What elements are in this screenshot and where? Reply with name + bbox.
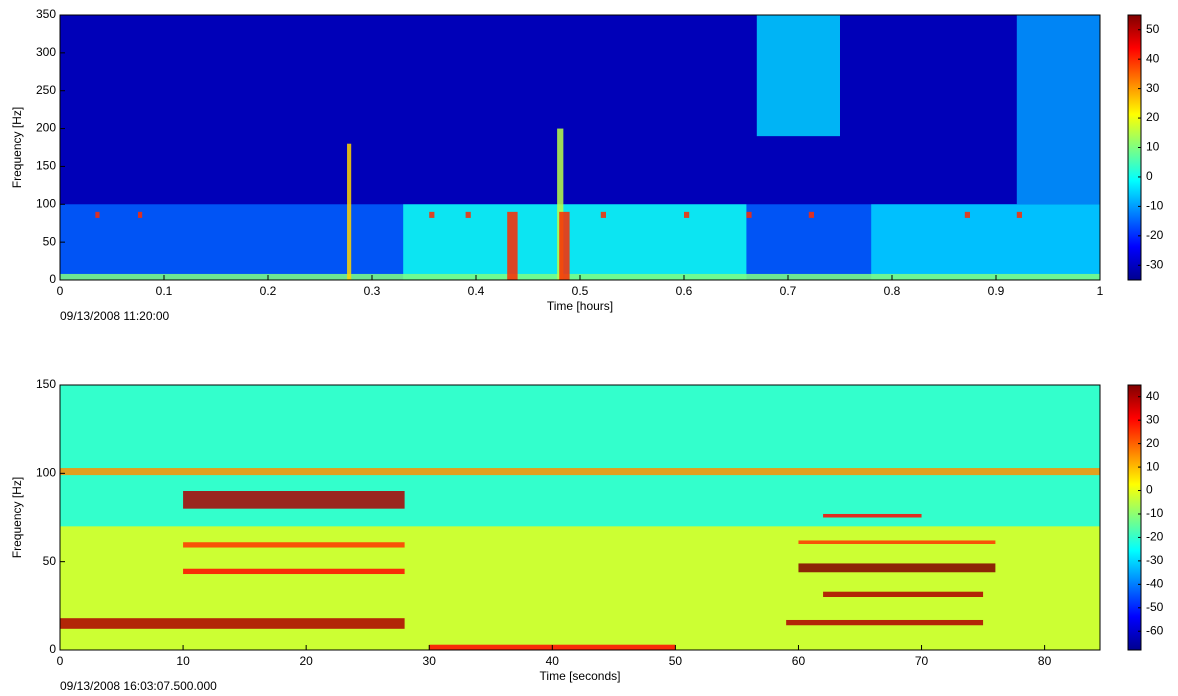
colorbar-tick-label: 0: [1146, 483, 1153, 497]
colorbar-tick-label: 20: [1146, 436, 1160, 450]
x-tick-label: 0.1: [156, 284, 173, 298]
band: [507, 211, 518, 280]
x-tick-label: 0.2: [260, 284, 277, 298]
band: [557, 128, 564, 280]
band: [403, 204, 747, 280]
x-tick-label: 20: [299, 654, 313, 668]
colorbar-tick-label: -30: [1146, 257, 1164, 271]
colorbar-tick-label: -10: [1146, 506, 1164, 520]
band: [684, 211, 690, 218]
colorbar-tick-label: -10: [1146, 199, 1164, 213]
y-axis-label: Frequency [Hz]: [10, 107, 24, 188]
y-tick-label: 0: [49, 642, 56, 656]
band: [183, 568, 405, 575]
x-tick-label: 70: [915, 654, 929, 668]
y-tick-label: 200: [36, 121, 56, 135]
colorbar-tick-label: 20: [1146, 110, 1160, 124]
x-tick-label: 0.6: [676, 284, 693, 298]
x-axis-label: Time [seconds]: [540, 669, 621, 683]
band: [429, 211, 435, 218]
y-tick-label: 50: [43, 234, 57, 248]
band: [871, 204, 1100, 280]
band: [823, 513, 922, 518]
band: [746, 211, 752, 218]
y-tick-label: 150: [36, 159, 56, 173]
colorbar-tick-label: -40: [1146, 577, 1164, 591]
colorbar-tick-label: 10: [1146, 140, 1160, 154]
axes-box: [59, 384, 1101, 651]
y-tick-label: 150: [36, 377, 56, 391]
band: [798, 540, 996, 544]
colorbar-tick-label: -20: [1146, 228, 1164, 242]
x-tick-label: 0.8: [884, 284, 901, 298]
x-axis-label: Time [hours]: [547, 299, 613, 313]
y-tick-label: 50: [43, 554, 57, 568]
x-tick-label: 60: [792, 654, 806, 668]
colorbar-tick-label: -30: [1146, 553, 1164, 567]
band: [823, 591, 984, 597]
x-tick-label: 0.7: [780, 284, 797, 298]
band: [559, 211, 570, 280]
x-tick-label: 40: [546, 654, 560, 668]
y-axis-label: Frequency [Hz]: [10, 477, 24, 558]
colorbar-tick-label: 50: [1146, 22, 1160, 36]
band: [1016, 15, 1100, 205]
plot-area: [60, 385, 1100, 650]
band: [600, 211, 606, 218]
band: [347, 143, 352, 280]
x-tick-label: 10: [176, 654, 190, 668]
x-tick-label: 0.5: [572, 284, 589, 298]
y-tick-label: 350: [36, 7, 56, 21]
band: [1016, 211, 1022, 218]
x-tick-label: 0: [57, 654, 64, 668]
band: [756, 15, 840, 137]
band: [60, 618, 405, 629]
x-tick-label: 30: [423, 654, 437, 668]
y-tick-label: 100: [36, 196, 56, 210]
band: [798, 563, 996, 573]
timestamp: 09/13/2008 11:20:00: [60, 309, 170, 323]
band: [60, 468, 1100, 476]
colorbar-tick-label: 10: [1146, 459, 1160, 473]
band: [964, 211, 970, 218]
x-tick-label: 0: [57, 284, 64, 298]
x-tick-label: 0.4: [468, 284, 485, 298]
x-tick-label: 0.9: [988, 284, 1005, 298]
x-tick-label: 0.3: [364, 284, 381, 298]
y-tick-label: 100: [36, 466, 56, 480]
colorbar-tick-label: 30: [1146, 81, 1160, 95]
y-tick-label: 0: [49, 272, 56, 286]
x-tick-label: 80: [1038, 654, 1052, 668]
y-tick-label: 300: [36, 45, 56, 59]
band: [183, 542, 405, 548]
y-tick-label: 250: [36, 83, 56, 97]
colorbar: [1127, 384, 1142, 651]
colorbar-tick-label: 0: [1146, 169, 1153, 183]
colorbar-tick-label: -50: [1146, 600, 1164, 614]
colorbar-tick-label: 40: [1146, 51, 1160, 65]
plot-area: [60, 15, 1100, 280]
colorbar-tick-label: 40: [1146, 389, 1160, 403]
band: [183, 491, 405, 509]
band: [138, 211, 143, 218]
band: [786, 619, 984, 626]
band: [465, 211, 471, 218]
x-tick-label: 1: [1097, 284, 1104, 298]
colorbar-tick-label: -60: [1146, 623, 1164, 637]
timestamp: 09/13/2008 16:03:07.500.000: [60, 679, 217, 693]
band: [808, 211, 814, 218]
colorbar-tick-label: -20: [1146, 530, 1164, 544]
x-tick-label: 50: [669, 654, 683, 668]
band: [95, 211, 100, 218]
colorbar-tick-label: 30: [1146, 412, 1160, 426]
